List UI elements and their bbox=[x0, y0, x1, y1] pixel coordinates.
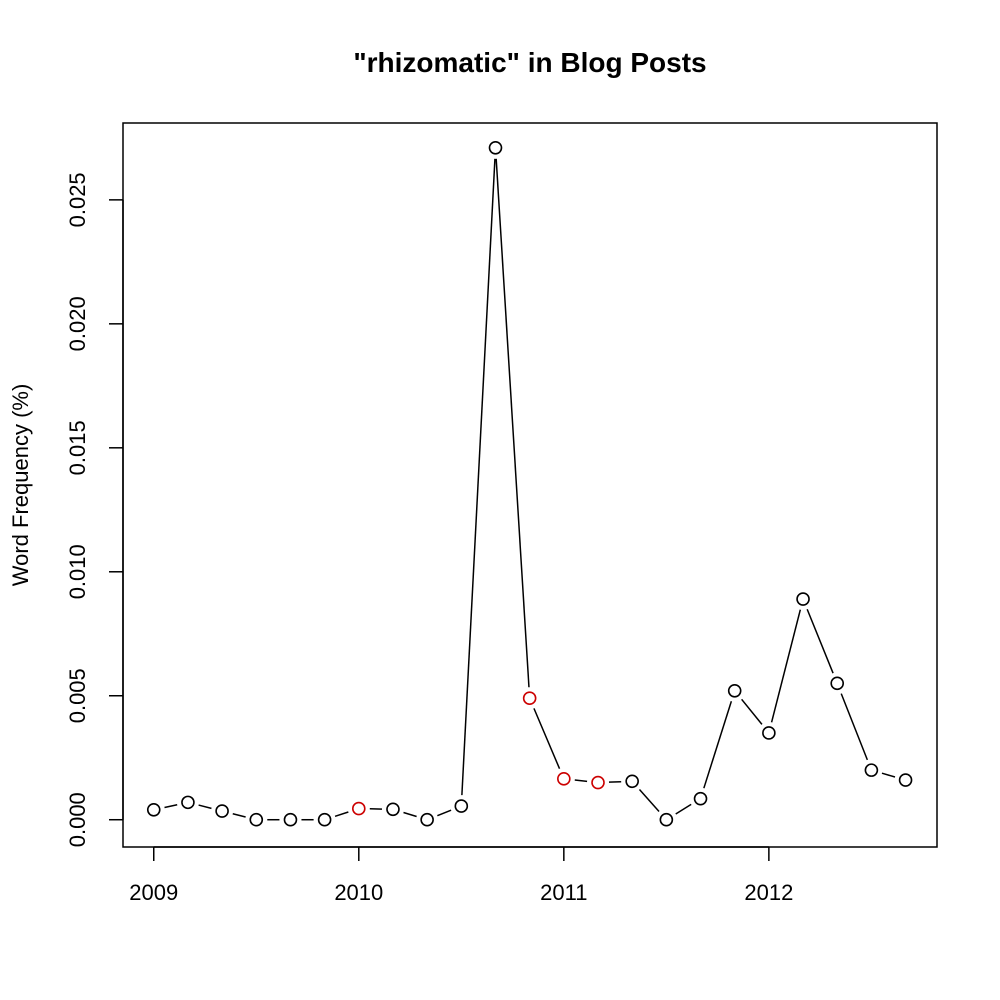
data-point-highlighted bbox=[591, 775, 605, 790]
y-tick-label: 0.000 bbox=[65, 792, 90, 847]
data-point bbox=[864, 763, 879, 777]
series-line-segment bbox=[840, 693, 869, 761]
data-point-highlighted bbox=[557, 772, 571, 786]
series-layer bbox=[146, 140, 913, 827]
plot-frame bbox=[122, 122, 938, 848]
data-point bbox=[796, 592, 810, 606]
series-line-segment bbox=[533, 708, 561, 769]
series-line-segment bbox=[232, 813, 246, 818]
series-line-segment bbox=[741, 698, 763, 725]
x-tick-label: 2010 bbox=[334, 880, 383, 905]
series-line-segment bbox=[881, 772, 896, 778]
series-line-segment bbox=[198, 804, 212, 810]
chart-title: "rhizomatic" in Blog Posts bbox=[353, 47, 706, 78]
data-point bbox=[181, 795, 195, 810]
data-point bbox=[249, 812, 264, 827]
data-point-highlighted bbox=[522, 691, 537, 706]
series-line-segment bbox=[675, 803, 692, 815]
data-point bbox=[727, 683, 742, 698]
series-line-segment bbox=[806, 608, 834, 674]
series-line-segment bbox=[164, 803, 178, 809]
data-point bbox=[625, 774, 639, 789]
data-point bbox=[659, 812, 674, 827]
series-line-segment bbox=[703, 701, 733, 789]
y-tick-label: 0.020 bbox=[65, 296, 90, 351]
x-tick-label: 2011 bbox=[540, 880, 587, 905]
x-tick-label: 2012 bbox=[744, 880, 793, 905]
data-point bbox=[420, 812, 434, 827]
y-tick-label: 0.015 bbox=[65, 420, 90, 475]
data-point bbox=[830, 676, 845, 691]
data-point bbox=[146, 803, 161, 817]
data-point bbox=[488, 140, 503, 155]
data-point bbox=[317, 812, 332, 827]
data-point bbox=[283, 812, 298, 827]
y-tick-label: 0.010 bbox=[65, 544, 90, 599]
data-point bbox=[898, 773, 913, 787]
y-tick-label: 0.005 bbox=[65, 668, 90, 723]
y-tick-label: 0.025 bbox=[65, 172, 90, 227]
data-point bbox=[693, 791, 708, 806]
series-line-segment bbox=[437, 809, 452, 817]
data-point bbox=[215, 804, 229, 818]
series-line-segment bbox=[495, 158, 530, 688]
series-line-segment bbox=[403, 811, 417, 818]
x-tick-label: 2009 bbox=[129, 880, 178, 905]
series-line-segment bbox=[461, 158, 496, 796]
series-line-segment bbox=[574, 779, 588, 783]
series-line-segment bbox=[770, 609, 802, 723]
data-point-highlighted bbox=[351, 801, 366, 816]
series-line-segment bbox=[638, 789, 660, 813]
y-axis-label: Word Frequency (%) bbox=[8, 384, 33, 587]
series-line-segment bbox=[334, 811, 349, 818]
data-point bbox=[762, 726, 776, 740]
x-axis: 2009 2010 2011 2012 bbox=[129, 846, 793, 905]
data-point bbox=[386, 802, 400, 817]
data-point bbox=[454, 799, 469, 813]
y-axis: 0.000 0.005 0.010 0.015 0.020 0.025 bbox=[65, 172, 124, 847]
